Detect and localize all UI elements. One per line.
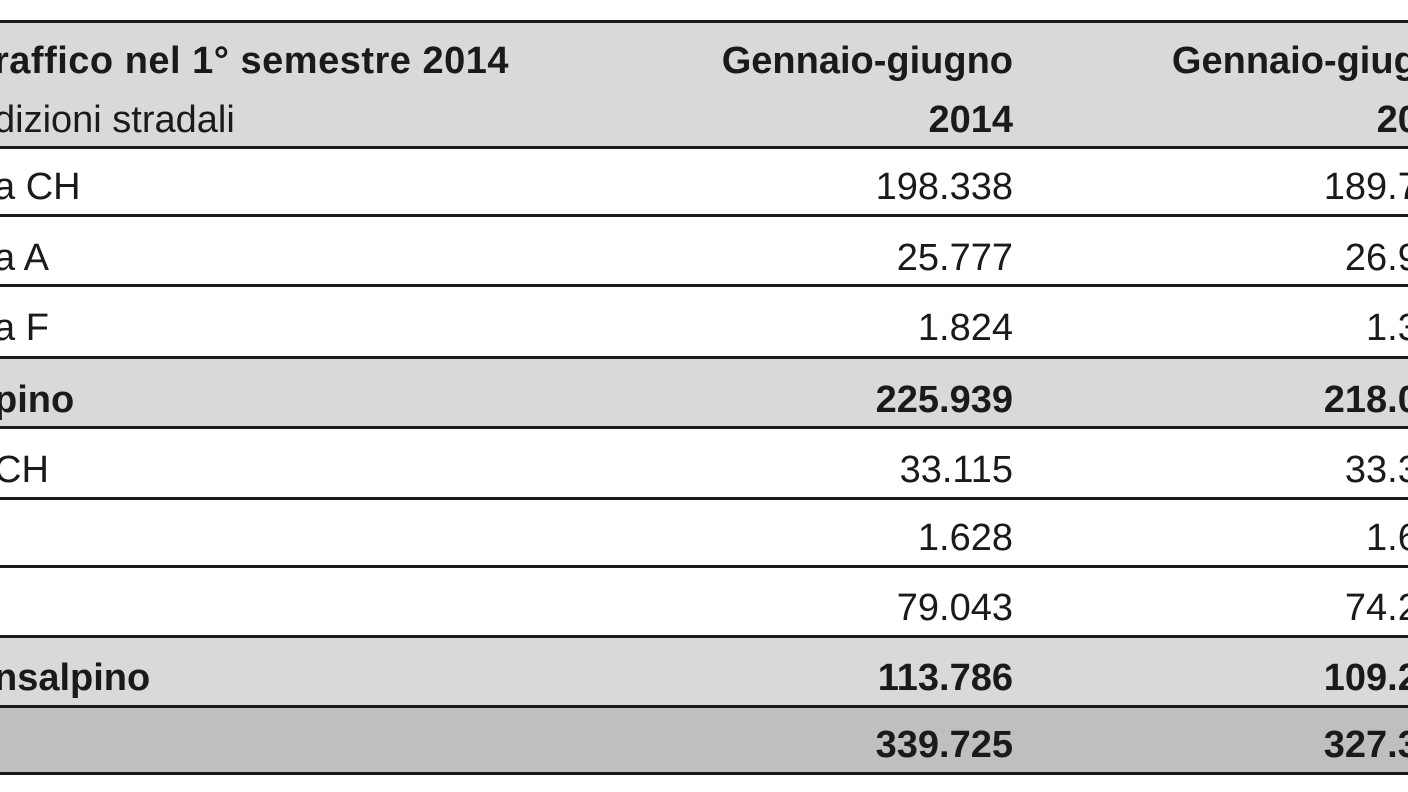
table-row: CH 33.115 33.36 [0, 429, 1408, 497]
row-value-prev: 1.38 [1366, 307, 1408, 349]
row-divider [0, 214, 1408, 217]
row-divider [0, 284, 1408, 287]
row-divider [0, 426, 1408, 429]
row-value-prev: 327.36 [1323, 724, 1408, 766]
row-divider [0, 356, 1408, 359]
table-bottom-border [0, 772, 1408, 775]
column-header-prev-line1: Gennaio-giugn [1171, 40, 1408, 82]
row-label: CH [0, 449, 49, 491]
table-row: a CH 198.338 189.71 [0, 149, 1408, 214]
subtotal-row: nsalpino 113.786 109.28 [0, 638, 1408, 705]
row-value-2014: 113.786 [877, 657, 1013, 699]
row-label: a A [0, 237, 49, 279]
table-header: raffico nel 1° semestre 2014 dizioni str… [0, 23, 1408, 146]
header-bottom-border [0, 146, 1408, 149]
row-label: pino [0, 379, 75, 421]
row-value-2014: 1.824 [917, 307, 1013, 349]
subtotal-row: pino 225.939 218.07 [0, 359, 1408, 426]
row-label: nsalpino [0, 657, 151, 699]
row-value-prev: 218.07 [1323, 379, 1408, 421]
row-value-2014: 79.043 [896, 587, 1013, 629]
total-row: 339.725 327.36 [0, 708, 1408, 772]
table-row: 1.628 1.66 [0, 500, 1408, 565]
row-value-2014: 198.338 [875, 166, 1013, 208]
row-divider [0, 635, 1408, 638]
table-row: 79.043 74.25 [0, 568, 1408, 635]
row-value-prev: 74.25 [1344, 587, 1408, 629]
table-subtitle: dizioni stradali [0, 99, 235, 141]
column-header-2014-line1: Gennaio-giugno [721, 40, 1013, 82]
column-header-prev-line2: 201 [1376, 99, 1408, 141]
row-value-prev: 189.71 [1323, 166, 1408, 208]
row-divider [0, 705, 1408, 708]
table-row: a F 1.824 1.38 [0, 287, 1408, 356]
row-label: a F [0, 307, 49, 349]
row-value-2014: 225.939 [875, 379, 1013, 421]
row-value-2014: 25.777 [896, 237, 1013, 279]
row-value-prev: 109.28 [1323, 657, 1408, 699]
row-value-prev: 33.36 [1344, 449, 1408, 491]
table-row: a A 25.777 26.97 [0, 217, 1408, 284]
row-value-prev: 1.66 [1366, 517, 1408, 559]
row-value-2014: 1.628 [917, 517, 1013, 559]
table-top-border [0, 20, 1408, 23]
column-header-2014-line2: 2014 [928, 99, 1013, 141]
row-value-2014: 339.725 [875, 724, 1013, 766]
row-divider [0, 565, 1408, 568]
row-value-prev: 26.97 [1344, 237, 1408, 279]
table-title: raffico nel 1° semestre 2014 [0, 40, 510, 82]
row-label: a CH [0, 166, 81, 208]
row-divider [0, 497, 1408, 500]
row-value-2014: 33.115 [899, 449, 1013, 491]
